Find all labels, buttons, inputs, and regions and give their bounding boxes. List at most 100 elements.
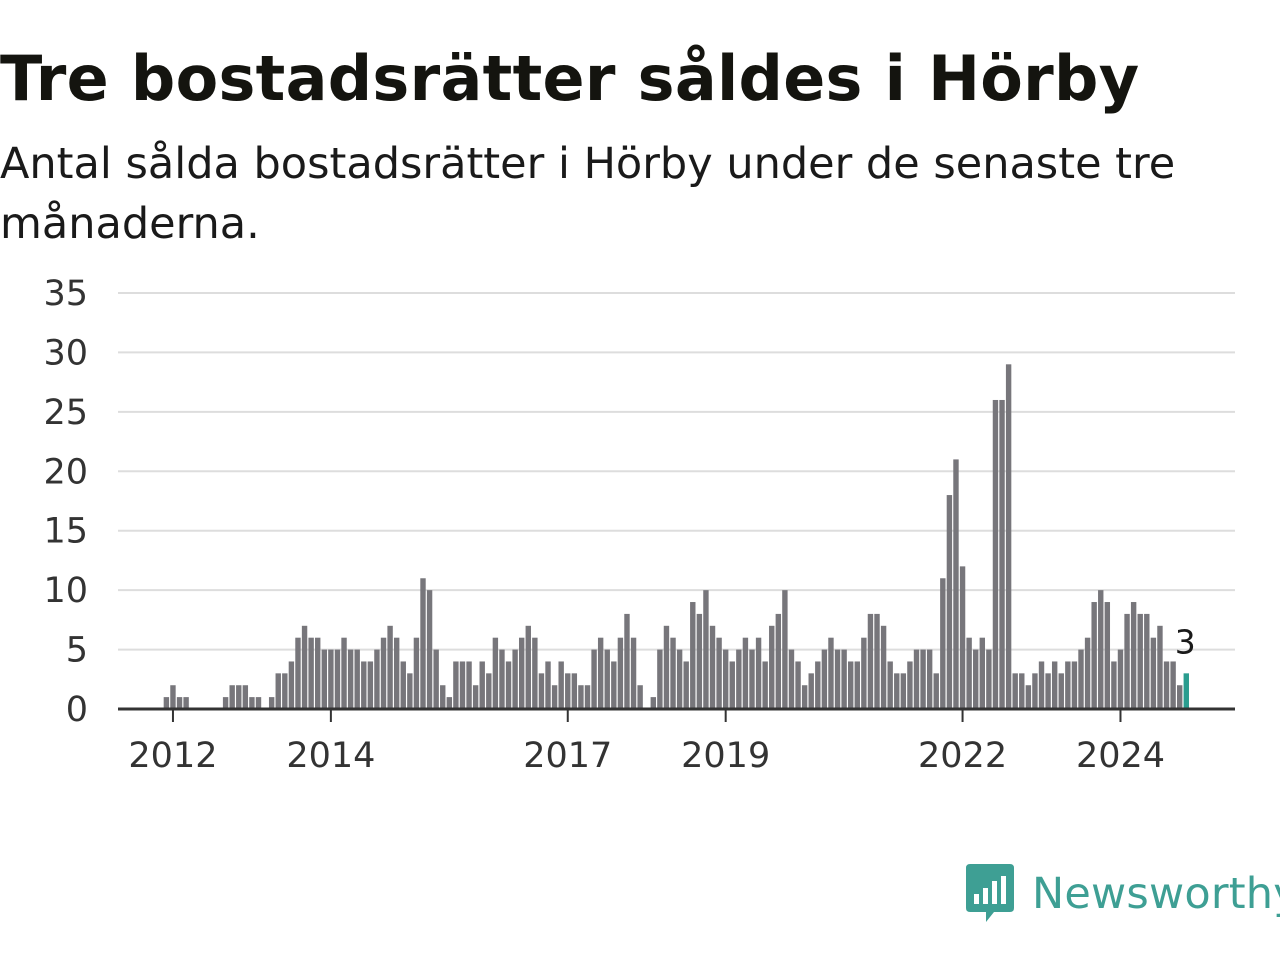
bar	[722, 649, 729, 709]
bar	[1137, 613, 1143, 709]
bar	[624, 613, 630, 709]
bar	[578, 685, 584, 709]
bar	[749, 649, 755, 709]
bar	[959, 566, 966, 709]
bar	[380, 637, 387, 709]
bar	[249, 697, 255, 709]
axes	[118, 707, 1235, 722]
bar	[170, 685, 176, 709]
bar	[828, 637, 834, 709]
bar	[459, 661, 466, 709]
bar	[1091, 602, 1097, 709]
bar	[538, 673, 545, 709]
bar	[565, 673, 571, 709]
data-label: 3	[1175, 622, 1196, 661]
bar-chart: 0 5 10 15 20 25 30 35 2012 2014 2017 2019 2022 2024 3	[43, 274, 1235, 776]
bar	[334, 649, 341, 709]
bar	[690, 602, 696, 709]
x-tick-label: 2012	[128, 736, 217, 776]
bar	[940, 578, 946, 709]
bar	[815, 661, 821, 709]
bar	[696, 613, 703, 709]
bar	[321, 649, 327, 709]
bar	[762, 661, 768, 709]
bar	[407, 673, 413, 709]
x-tick-label: 2014	[286, 736, 375, 776]
bar	[1032, 673, 1038, 709]
bar	[887, 661, 893, 709]
bar	[808, 673, 814, 709]
bar	[400, 661, 406, 709]
bar	[1104, 602, 1111, 709]
bar	[472, 685, 479, 709]
bar	[907, 661, 913, 709]
bar	[222, 697, 229, 709]
bar	[795, 661, 801, 709]
bar	[453, 661, 459, 709]
bar	[519, 637, 525, 709]
bar	[999, 399, 1005, 709]
bar	[894, 673, 900, 709]
bar	[315, 637, 321, 709]
bar	[1117, 649, 1124, 709]
bar	[953, 459, 959, 709]
bar	[769, 625, 775, 709]
bar	[946, 495, 953, 709]
bar	[532, 637, 538, 709]
bar	[420, 578, 426, 709]
bar	[1051, 661, 1058, 709]
bar	[650, 697, 656, 709]
bar	[986, 649, 992, 709]
bar	[716, 637, 722, 709]
y-tick-label: 0	[66, 690, 88, 730]
bar	[1150, 637, 1157, 709]
bar	[387, 625, 393, 709]
bar	[1144, 613, 1150, 709]
bar	[1019, 673, 1025, 709]
y-tick-label: 10	[43, 571, 88, 611]
bar	[867, 613, 874, 709]
y-tick-label: 5	[66, 631, 88, 671]
bar	[683, 661, 689, 709]
bar	[1078, 649, 1084, 709]
bar	[446, 697, 453, 709]
bar	[657, 649, 663, 709]
bars	[163, 364, 1189, 709]
bar	[880, 625, 887, 709]
bar	[979, 637, 985, 709]
bar	[361, 661, 367, 709]
bar	[973, 649, 979, 709]
bar	[861, 637, 867, 709]
bar	[900, 673, 907, 709]
y-tick-label: 20	[43, 452, 88, 492]
bar	[229, 685, 235, 709]
bar	[1124, 613, 1130, 709]
x-tick-label: 2017	[523, 736, 612, 776]
bar	[676, 649, 683, 709]
bar	[558, 661, 564, 709]
bar	[755, 637, 762, 709]
bar	[1111, 661, 1117, 709]
highlighted-bar	[1183, 673, 1189, 709]
bar	[663, 625, 670, 709]
bar	[242, 685, 249, 709]
bar	[433, 649, 439, 709]
bar	[841, 649, 847, 709]
bar	[176, 697, 183, 709]
bar	[926, 649, 933, 709]
bar	[604, 649, 610, 709]
bar	[308, 637, 314, 709]
bar	[742, 637, 749, 709]
bar	[637, 685, 643, 709]
bar	[268, 697, 275, 709]
bar	[1130, 602, 1137, 709]
chart-title: Tre bostadsrätter såldes i Hörby	[0, 42, 1140, 115]
bar	[670, 637, 676, 709]
bar	[703, 590, 709, 709]
bar	[775, 613, 782, 709]
brand-logo: Newsworthy	[964, 864, 1280, 924]
bar	[709, 625, 716, 709]
bar	[1065, 661, 1071, 709]
x-tick-label: 2019	[681, 736, 770, 776]
bar	[393, 637, 400, 709]
